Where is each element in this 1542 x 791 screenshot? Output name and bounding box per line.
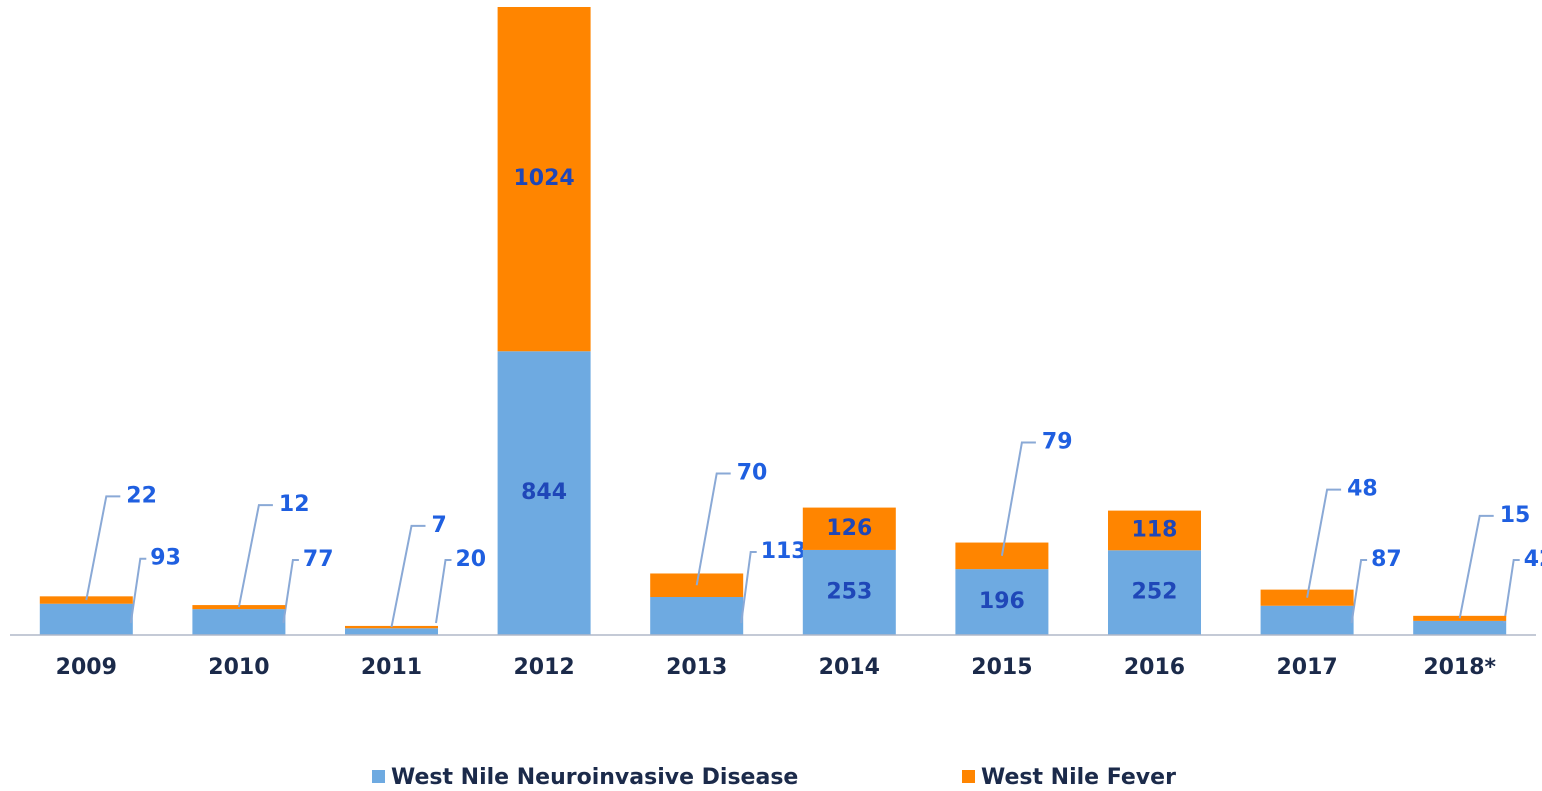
bar-segment xyxy=(1260,605,1354,635)
x-tick-label: 2016 xyxy=(1124,655,1185,680)
legend-swatch xyxy=(372,770,385,783)
leader-line xyxy=(1350,559,1368,624)
bar-segment xyxy=(1413,615,1507,621)
leader-line xyxy=(390,524,426,628)
leader-line xyxy=(1000,441,1036,557)
data-label: 15 xyxy=(1500,503,1531,528)
x-tick-label: 2013 xyxy=(666,655,727,680)
leader-line xyxy=(740,551,757,624)
legend-swatch xyxy=(962,770,975,783)
x-tick-label: 2018* xyxy=(1423,655,1496,680)
bar-segment xyxy=(802,549,896,635)
data-label: 42 xyxy=(1524,547,1542,572)
x-tick-label: 2011 xyxy=(361,655,422,680)
data-label: 48 xyxy=(1347,477,1378,502)
data-label: 126 xyxy=(826,516,872,541)
bar-segment xyxy=(955,569,1049,635)
data-label: 22 xyxy=(126,483,157,508)
bar-segment xyxy=(1108,550,1201,635)
leader-line xyxy=(1458,514,1494,619)
data-label: 1024 xyxy=(513,166,574,191)
leader-line xyxy=(435,559,452,624)
bar-segment xyxy=(1413,620,1507,635)
leader-line xyxy=(129,557,147,624)
x-tick-label: 2012 xyxy=(513,655,574,680)
leader-line xyxy=(695,472,731,586)
bar-segment xyxy=(345,625,438,629)
leader-line xyxy=(1306,488,1342,598)
bar-segment xyxy=(497,7,591,352)
bar-segment xyxy=(650,597,744,635)
data-label: 252 xyxy=(1132,580,1178,605)
leader-line xyxy=(1503,559,1520,624)
data-label: 20 xyxy=(456,547,487,572)
x-tick-label: 2017 xyxy=(1276,655,1337,680)
bar-segment xyxy=(39,603,133,635)
data-label: 77 xyxy=(303,547,334,572)
x-tick-label: 2015 xyxy=(971,655,1032,680)
data-label: 196 xyxy=(979,589,1025,614)
bar-segment xyxy=(1108,510,1201,551)
data-label: 118 xyxy=(1132,517,1178,542)
bar-segment xyxy=(497,351,591,635)
data-label: 7 xyxy=(432,513,447,538)
x-tick-label: 2010 xyxy=(208,655,269,680)
data-label: 70 xyxy=(737,460,768,485)
x-tick-label: 2009 xyxy=(56,655,117,680)
bar-segment xyxy=(802,507,896,550)
leader-line xyxy=(237,504,273,608)
leader-line xyxy=(85,495,121,601)
bar-segment xyxy=(192,609,286,635)
bar-segment xyxy=(345,628,438,635)
legend-label: West Nile Neuroinvasive Disease xyxy=(391,765,798,790)
data-label: 79 xyxy=(1042,430,1073,455)
x-tick-label: 2014 xyxy=(819,655,880,680)
data-label: 253 xyxy=(826,579,872,604)
data-label: 844 xyxy=(521,480,567,505)
legend-label: West Nile Fever xyxy=(981,765,1176,790)
data-label: 113 xyxy=(761,539,807,564)
leader-line xyxy=(282,559,299,624)
data-label: 12 xyxy=(279,492,310,517)
data-label: 87 xyxy=(1371,547,1402,572)
data-label: 93 xyxy=(150,546,181,571)
